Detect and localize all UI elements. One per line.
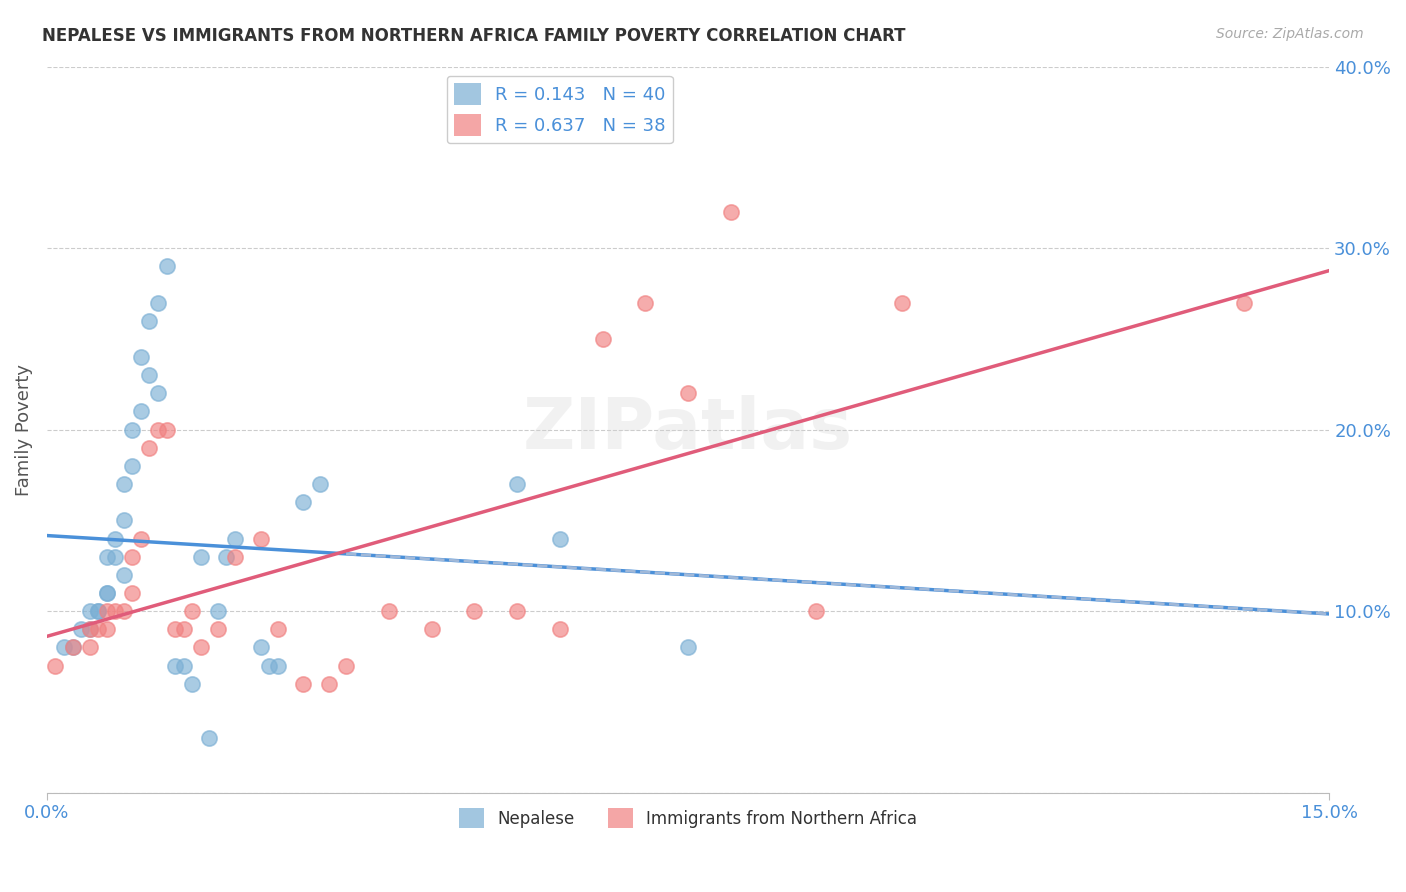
Point: [676, 640, 699, 655]
Point: [190, 549, 212, 564]
Point: [165, 658, 187, 673]
Point: [249, 532, 271, 546]
Point: [79, 622, 101, 636]
Point: [181, 604, 204, 618]
Point: [87, 604, 110, 618]
Point: [1233, 295, 1256, 310]
Point: [224, 549, 246, 564]
Point: [129, 532, 152, 546]
Y-axis label: Family Poverty: Family Poverty: [15, 364, 32, 496]
Point: [890, 295, 912, 310]
Point: [104, 532, 127, 546]
Text: NEPALESE VS IMMIGRANTS FROM NORTHERN AFRICA FAMILY POVERTY CORRELATION CHART: NEPALESE VS IMMIGRANTS FROM NORTHERN AFR…: [42, 27, 905, 45]
Point: [53, 640, 76, 655]
Point: [720, 204, 742, 219]
Point: [112, 567, 135, 582]
Point: [506, 477, 529, 491]
Point: [121, 586, 143, 600]
Point: [96, 549, 118, 564]
Legend: Nepalese, Immigrants from Northern Africa: Nepalese, Immigrants from Northern Afric…: [453, 802, 924, 835]
Point: [173, 622, 195, 636]
Point: [548, 622, 571, 636]
Point: [79, 640, 101, 655]
Point: [121, 549, 143, 564]
Point: [806, 604, 828, 618]
Point: [198, 731, 221, 746]
Point: [87, 622, 110, 636]
Point: [173, 658, 195, 673]
Point: [267, 622, 290, 636]
Point: [267, 658, 290, 673]
Point: [207, 622, 229, 636]
Point: [181, 677, 204, 691]
Point: [129, 350, 152, 364]
Point: [207, 604, 229, 618]
Point: [592, 332, 614, 346]
Point: [155, 423, 177, 437]
Point: [309, 477, 332, 491]
Point: [249, 640, 271, 655]
Point: [146, 386, 169, 401]
Point: [378, 604, 401, 618]
Point: [146, 423, 169, 437]
Point: [676, 386, 699, 401]
Point: [138, 368, 160, 383]
Point: [112, 477, 135, 491]
Point: [190, 640, 212, 655]
Point: [79, 604, 101, 618]
Text: Source: ZipAtlas.com: Source: ZipAtlas.com: [1216, 27, 1364, 41]
Point: [335, 658, 357, 673]
Point: [634, 295, 657, 310]
Point: [318, 677, 340, 691]
Point: [121, 458, 143, 473]
Point: [96, 586, 118, 600]
Point: [224, 532, 246, 546]
Point: [104, 549, 127, 564]
Point: [215, 549, 238, 564]
Point: [121, 423, 143, 437]
Point: [87, 604, 110, 618]
Point: [104, 604, 127, 618]
Point: [138, 441, 160, 455]
Point: [146, 295, 169, 310]
Point: [420, 622, 443, 636]
Point: [70, 622, 93, 636]
Point: [112, 604, 135, 618]
Text: ZIPatlas: ZIPatlas: [523, 395, 853, 464]
Point: [62, 640, 84, 655]
Point: [96, 586, 118, 600]
Point: [44, 658, 66, 673]
Point: [292, 495, 315, 509]
Point: [129, 404, 152, 418]
Point: [257, 658, 280, 673]
Point: [155, 260, 177, 274]
Point: [62, 640, 84, 655]
Point: [96, 604, 118, 618]
Point: [165, 622, 187, 636]
Point: [138, 314, 160, 328]
Point: [112, 513, 135, 527]
Point: [463, 604, 485, 618]
Point: [506, 604, 529, 618]
Point: [292, 677, 315, 691]
Point: [79, 622, 101, 636]
Point: [96, 622, 118, 636]
Point: [548, 532, 571, 546]
